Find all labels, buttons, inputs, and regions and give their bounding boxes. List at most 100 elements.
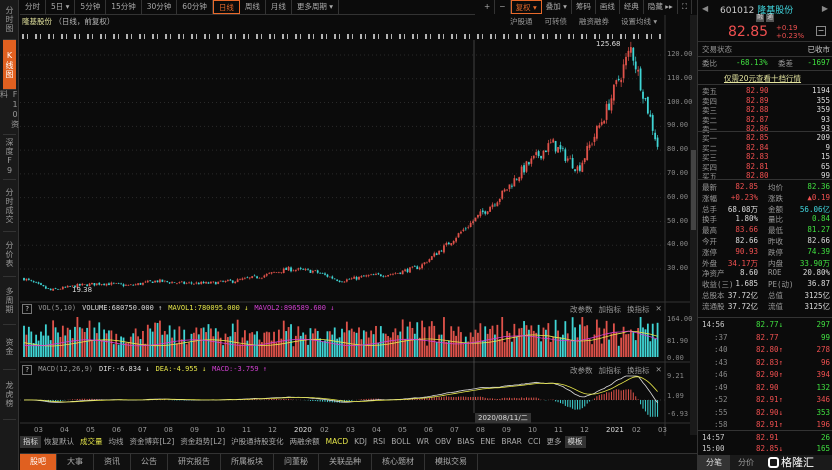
scrollbar-thumb[interactable] bbox=[691, 150, 696, 230]
sidebar-item[interactable]: 龙虎榜 bbox=[3, 370, 16, 420]
period-tab[interactable]: 分时 bbox=[20, 0, 46, 14]
period-tab[interactable]: 15分钟 bbox=[106, 0, 142, 14]
candle bbox=[501, 190, 504, 200]
bottom-tab[interactable]: 大事 bbox=[57, 454, 94, 470]
help-icon[interactable]: ? bbox=[22, 304, 33, 314]
tick-volume: 278 bbox=[816, 345, 830, 354]
subtool-link[interactable]: 可转债 bbox=[544, 17, 568, 26]
tool-button[interactable]: 经典 bbox=[620, 0, 644, 14]
sidebar-item[interactable]: 多周期 bbox=[3, 277, 16, 325]
tool-button[interactable]: 复权 ▾ bbox=[510, 0, 542, 14]
indicator-tool[interactable]: ✕ bbox=[655, 365, 662, 374]
tool-button[interactable]: 叠加 ▾ bbox=[542, 0, 572, 14]
subtool-link[interactable]: 设置均线 ▾ bbox=[621, 17, 658, 26]
indicator-tool[interactable]: ✕ bbox=[655, 304, 662, 313]
bottom-tab[interactable]: 资讯 bbox=[94, 454, 131, 470]
period-tab[interactable]: 月线 bbox=[266, 0, 292, 14]
indicator-tab[interactable]: 成交量 bbox=[80, 437, 103, 446]
tool-button[interactable]: 筹码 bbox=[572, 0, 596, 14]
bottom-tab[interactable]: 关联品种 bbox=[319, 454, 372, 470]
prev-stock-icon[interactable]: ◀ bbox=[702, 4, 709, 13]
tool-button[interactable]: + bbox=[480, 0, 496, 14]
stat-value: 37.72亿 bbox=[727, 301, 758, 311]
indicator-tool[interactable]: 换指标 bbox=[627, 366, 650, 375]
indicator-tab[interactable]: BIAS bbox=[457, 437, 475, 446]
indicator-tab[interactable]: KDJ bbox=[354, 437, 368, 446]
sidebar-item[interactable]: 资金 bbox=[3, 325, 16, 370]
indicator-tab[interactable]: WR bbox=[416, 437, 430, 446]
period-tab[interactable]: 更多周期 ▾ bbox=[292, 0, 339, 14]
indicator-tab[interactable]: 模板 bbox=[564, 436, 586, 448]
indicator-tab[interactable]: 更多 bbox=[546, 437, 562, 446]
tool-button[interactable]: − bbox=[495, 0, 511, 14]
volume-bar bbox=[571, 317, 574, 357]
indicator-tab[interactable]: 资金趋势[L2] bbox=[180, 437, 226, 446]
indicator-tab[interactable]: 沪股通持股变化 bbox=[231, 437, 284, 446]
volume-bar bbox=[23, 325, 25, 357]
level-label: 买四 bbox=[702, 162, 717, 172]
sidebar-item[interactable]: 分时图 bbox=[3, 0, 16, 40]
tool-button[interactable]: 隐藏 ▸▸ bbox=[644, 0, 678, 14]
level10-link[interactable]: 仅需20元查看十档行情 bbox=[724, 74, 802, 83]
tool-button[interactable]: ⛶ bbox=[678, 0, 693, 14]
candle bbox=[598, 122, 601, 129]
indicator-tool[interactable]: 加指标 bbox=[598, 305, 622, 314]
volume-bar bbox=[622, 326, 625, 357]
bottom-tab[interactable]: 股吧 bbox=[20, 454, 57, 470]
next-stock-icon[interactable]: ▶ bbox=[821, 4, 828, 13]
period-tab[interactable]: 30分钟 bbox=[142, 0, 178, 14]
bottom-tab[interactable]: 模拟交易 bbox=[425, 454, 478, 470]
sidebar-item[interactable]: 分时成交 bbox=[3, 180, 16, 232]
indicator-tab[interactable]: CCI bbox=[527, 437, 541, 446]
indicator-tab[interactable]: OBV bbox=[435, 437, 452, 446]
collapse-icon[interactable]: − bbox=[816, 26, 826, 36]
indicator-tab[interactable]: 资金博弈[L2] bbox=[129, 437, 175, 446]
subtool-link[interactable]: 融资融券 bbox=[579, 17, 609, 26]
indicator-tab[interactable]: ENE bbox=[480, 437, 496, 446]
volume-bar bbox=[423, 327, 426, 357]
indicator-tab[interactable]: 均线 bbox=[108, 437, 124, 446]
indicator-tab[interactable]: MACD bbox=[325, 437, 349, 446]
indicator-tab[interactable]: 恢复默认 bbox=[44, 437, 74, 446]
level-volume: 99 bbox=[820, 171, 830, 180]
sidebar-item[interactable]: F10资料 bbox=[0, 90, 20, 135]
indicator-tool[interactable]: 改参数 bbox=[570, 366, 593, 375]
bottom-tab[interactable]: 所属板块 bbox=[221, 454, 274, 470]
period-tab[interactable]: 周线 bbox=[240, 0, 266, 14]
sidebar-item[interactable]: 深度F9 bbox=[3, 135, 16, 180]
indicator-tool[interactable]: 改参数 bbox=[570, 305, 593, 314]
candle bbox=[540, 155, 542, 161]
period-tab[interactable]: 5分钟 bbox=[75, 0, 107, 14]
indicator-tab[interactable]: 两融余额 bbox=[289, 437, 320, 446]
bottom-tab[interactable]: 问董秘 bbox=[274, 454, 319, 470]
volume-bar bbox=[270, 340, 273, 357]
bottom-tab[interactable]: 研究报告 bbox=[168, 454, 221, 470]
right-tab[interactable]: 分笔 bbox=[698, 455, 730, 470]
indicator-tool[interactable]: 加指标 bbox=[598, 366, 622, 375]
volume-bar bbox=[515, 336, 518, 357]
tool-button[interactable]: 画线 bbox=[596, 0, 620, 14]
indicator-tab[interactable]: 指标 bbox=[20, 436, 41, 448]
period-tab[interactable]: 60分钟 bbox=[177, 0, 213, 14]
candle bbox=[210, 281, 212, 285]
period-tab[interactable]: 日线 bbox=[212, 0, 240, 14]
help-icon[interactable]: ? bbox=[22, 365, 33, 375]
indicator-tab[interactable]: RSI bbox=[373, 437, 386, 446]
candle bbox=[273, 271, 275, 273]
sidebar-item[interactable]: K线图 bbox=[3, 40, 16, 90]
kline-chart[interactable] bbox=[0, 0, 697, 470]
volume-bar bbox=[632, 332, 635, 357]
sidebar-item[interactable]: 分价表 bbox=[3, 232, 16, 277]
volume-bar bbox=[574, 327, 576, 357]
indicator-tab[interactable]: BRAR bbox=[501, 437, 522, 446]
order-row: 买二 82.84 9 bbox=[702, 143, 830, 153]
bottom-tab[interactable]: 公告 bbox=[131, 454, 168, 470]
candle bbox=[324, 272, 326, 276]
period-tab[interactable]: 5日 ▾ bbox=[46, 0, 76, 14]
volume-bar bbox=[535, 332, 538, 357]
bottom-tab[interactable]: 核心题材 bbox=[372, 454, 425, 470]
indicator-tool[interactable]: 换指标 bbox=[627, 305, 650, 314]
indicator-tab[interactable]: BOLL bbox=[391, 437, 411, 446]
right-tab[interactable]: 分价 bbox=[738, 458, 754, 467]
subtool-link[interactable]: 沪股通 bbox=[510, 17, 533, 26]
